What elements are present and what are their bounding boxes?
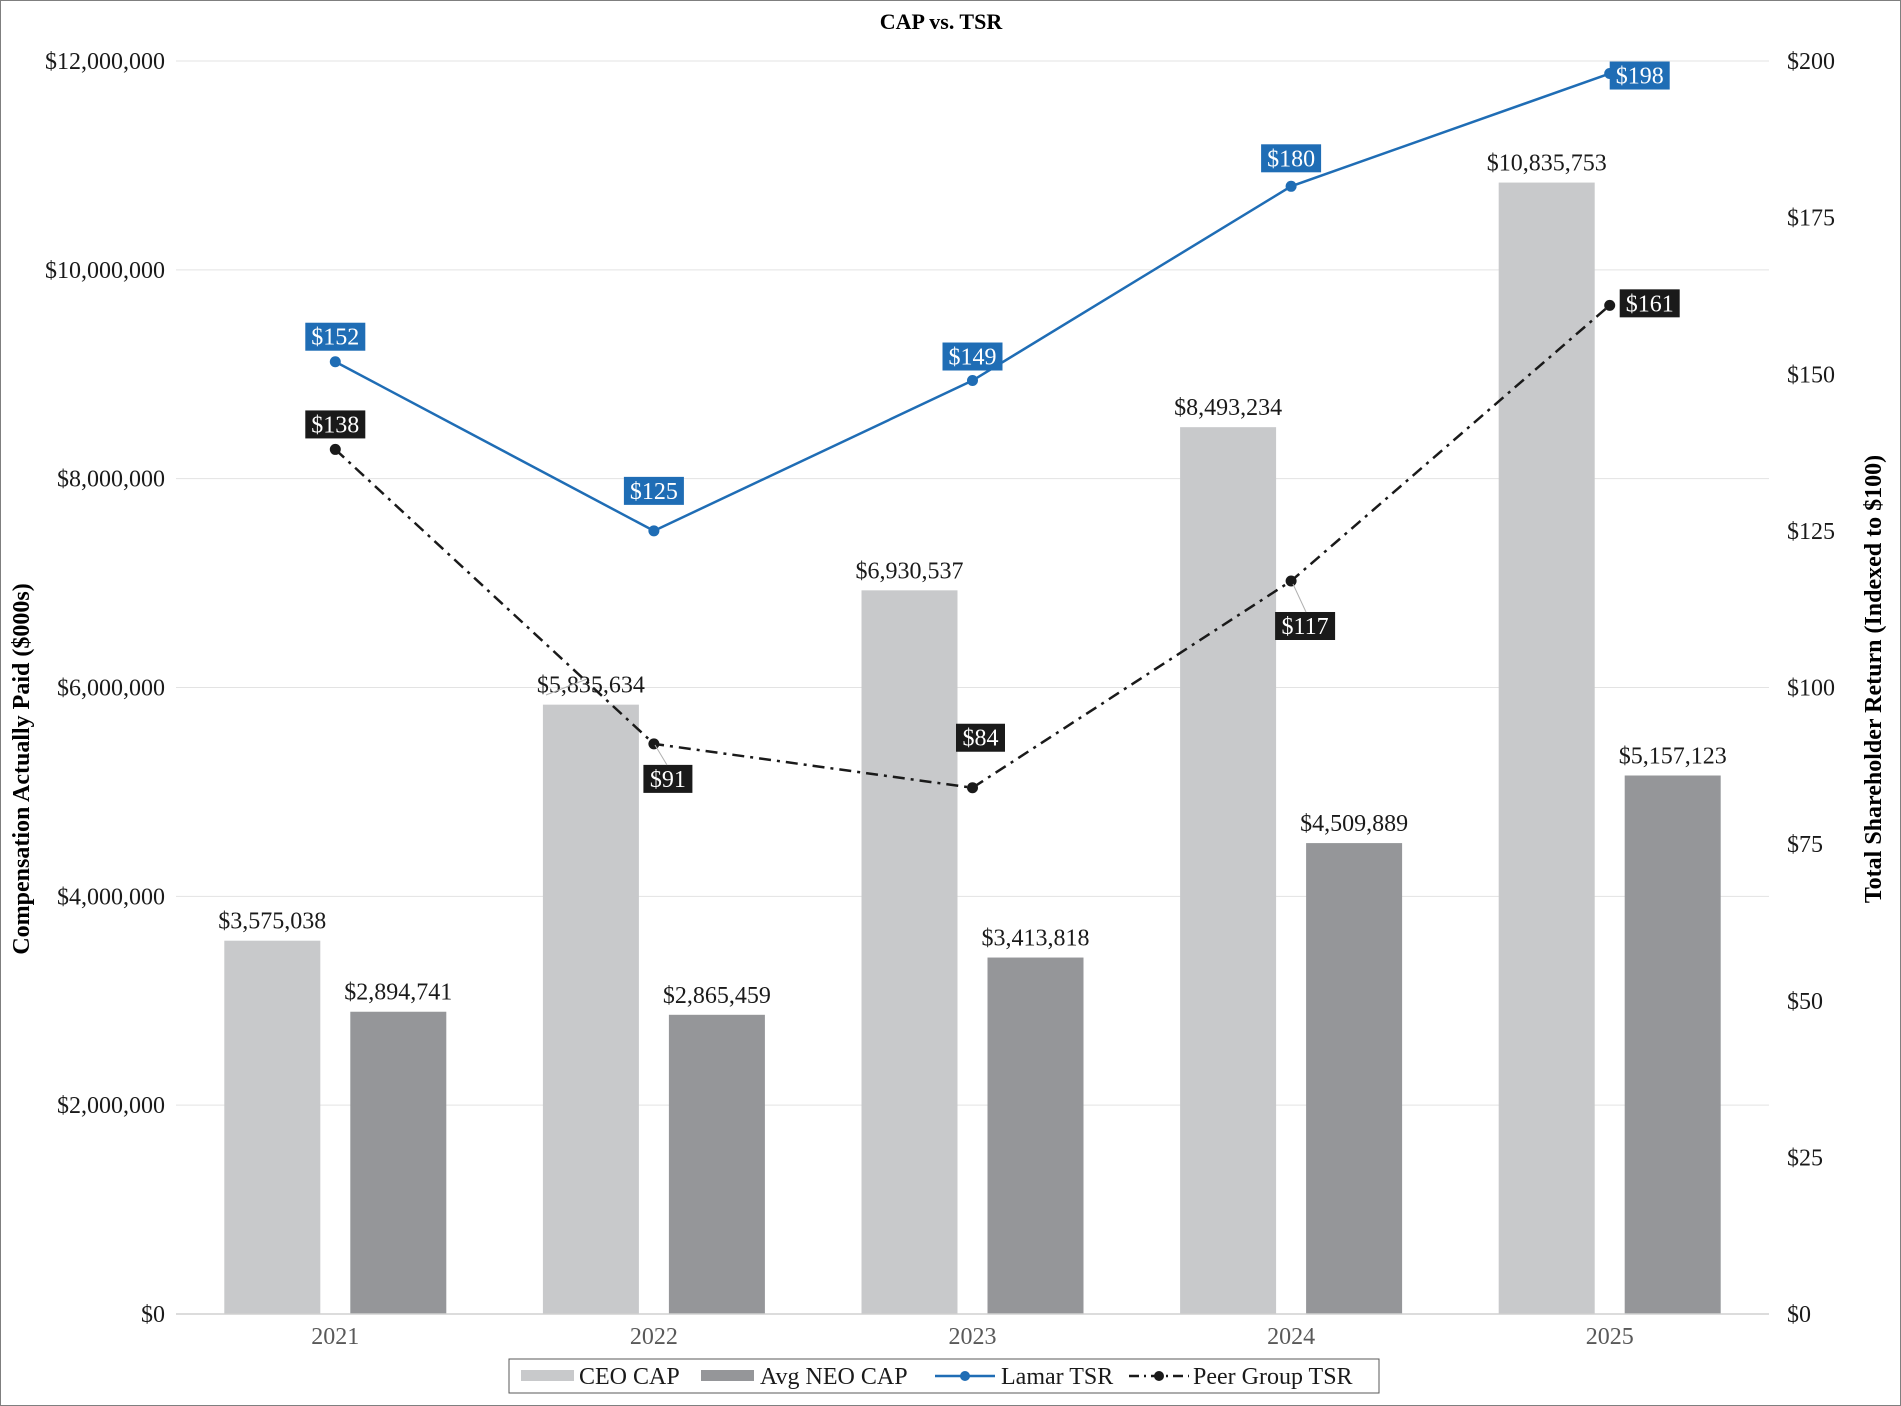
peer-group-tsr-label-box — [643, 764, 693, 793]
peer-group-tsr-label-box — [956, 723, 1005, 752]
peer-group-tsr-label-box — [305, 410, 366, 439]
x-tick-label: 2024 — [1267, 1324, 1315, 1350]
y2-tick-label: $200 — [1787, 49, 1835, 75]
y2-axis-title: Total Shareholder Return (Indexed to $10… — [1861, 455, 1887, 903]
avg-neo-cap-label: $5,157,123 — [1619, 744, 1727, 770]
avg-neo-cap-label: $2,894,741 — [344, 980, 452, 1006]
ceo-cap-bar — [224, 940, 321, 1314]
y-tick-label: $0 — [141, 1302, 165, 1328]
y2-tick-label: $50 — [1787, 989, 1823, 1015]
avg-neo-cap-bar — [350, 1011, 447, 1314]
legend-swatch-avg-neo-cap — [701, 1370, 754, 1381]
ceo-cap-label: $5,835,634 — [537, 673, 645, 699]
avg-neo-cap-label: $4,509,889 — [1300, 811, 1408, 837]
x-tick-label: 2025 — [1586, 1324, 1634, 1350]
chart-title: CAP vs. TSR — [880, 9, 1004, 34]
ceo-cap-label: $10,835,753 — [1487, 151, 1607, 177]
y2-tick-label: $175 — [1787, 206, 1835, 232]
lamar-tsr-label-box — [1261, 144, 1322, 173]
lamar-tsr-point — [1285, 180, 1297, 192]
peer-group-tsr-label-box — [1275, 611, 1336, 640]
legend-marker-peer-group-tsr — [1154, 1371, 1164, 1381]
y-tick-label: $2,000,000 — [57, 1093, 165, 1119]
lamar-tsr-label-box — [1609, 61, 1670, 90]
avg-neo-cap-bar — [1306, 843, 1403, 1314]
legend-label-ceo-cap: CEO CAP — [579, 1364, 680, 1390]
avg-neo-cap-bar — [1624, 775, 1721, 1314]
peer-group-tsr-label: $117 — [1282, 614, 1329, 640]
y2-tick-label: $75 — [1787, 832, 1823, 858]
lamar-tsr-label: $152 — [311, 325, 359, 351]
legend-label-lamar-tsr: Lamar TSR — [1001, 1364, 1113, 1390]
peer-group-tsr-point — [648, 738, 660, 750]
peer-group-tsr-label: $91 — [650, 767, 686, 793]
ceo-cap-label: $3,575,038 — [218, 909, 326, 935]
lamar-tsr-label-box — [623, 476, 684, 505]
lamar-tsr-point — [648, 525, 660, 537]
y2-tick-label: $0 — [1787, 1302, 1811, 1328]
x-tick-label: 2021 — [311, 1324, 359, 1350]
lamar-tsr-point — [329, 356, 341, 368]
legend-swatch-ceo-cap — [521, 1370, 574, 1381]
y2-tick-label: $125 — [1787, 519, 1835, 545]
legend: CEO CAP Avg NEO CAP Lamar TSR Peer Group… — [508, 1358, 1380, 1394]
peer-group-tsr-point — [1285, 575, 1297, 587]
bars — [224, 182, 1721, 1315]
ceo-cap-bar — [1180, 427, 1277, 1315]
y-tick-label: $10,000,000 — [45, 258, 165, 284]
ceo-cap-label: $6,930,537 — [856, 558, 964, 584]
peer-group-tsr-label: $138 — [311, 412, 359, 438]
lamar-tsr-label: $198 — [1616, 64, 1664, 90]
peer-group-tsr-point — [1604, 299, 1616, 311]
avg-neo-cap-bar — [668, 1014, 765, 1314]
y-axis-title: Compensation Actually Paid ($000s) — [9, 583, 35, 954]
lamar-tsr-label-box — [942, 342, 1003, 371]
legend-label-avg-neo-cap: Avg NEO CAP — [760, 1364, 908, 1390]
y2-tick-label: $25 — [1787, 1145, 1823, 1171]
label-leader-line — [545, 678, 588, 696]
lamar-tsr-point — [967, 375, 978, 387]
label-leader-line — [1292, 583, 1307, 613]
lamar-tsr-label-box — [305, 322, 366, 351]
peer-group-tsr-point — [967, 782, 978, 794]
peer-group-tsr-line — [334, 304, 1611, 790]
avg-neo-cap-label: $3,413,818 — [982, 926, 1090, 952]
data-labels: $3,575,038 $5,835,634 $6,930,537 $8,493,234… — [218, 61, 1727, 1009]
y-tick-label: $12,000,000 — [45, 49, 165, 75]
legend-label-peer-group-tsr: Peer Group TSR — [1193, 1364, 1353, 1390]
peer-group-tsr-label: $161 — [1626, 291, 1674, 317]
y-tick-label: $8,000,000 — [57, 467, 165, 493]
tsr-lines — [329, 68, 1616, 794]
lamar-tsr-label: $180 — [1267, 146, 1315, 172]
y-tick-label: $6,000,000 — [57, 676, 165, 702]
peer-group-tsr-point — [329, 443, 341, 455]
ceo-cap-bar — [861, 590, 958, 1314]
x-tick-label: 2022 — [630, 1324, 678, 1350]
axes: $0 $2,000,000 $4,000,000 $6,000,000 $8,000,0… — [45, 49, 1835, 1350]
y2-tick-label: $150 — [1787, 362, 1835, 388]
peer-group-tsr-label-box — [1619, 289, 1680, 318]
avg-neo-cap-label: $2,865,459 — [663, 983, 771, 1009]
lamar-tsr-label: $125 — [630, 479, 678, 505]
ceo-cap-bar — [1498, 182, 1595, 1315]
peer-group-tsr-label: $84 — [963, 726, 999, 752]
lamar-tsr-line — [334, 72, 1611, 533]
legend-marker-lamar-tsr — [960, 1371, 970, 1381]
x-tick-label: 2023 — [949, 1324, 997, 1350]
avg-neo-cap-bar — [987, 957, 1084, 1314]
lamar-tsr-label: $149 — [949, 345, 997, 371]
label-leader-line — [654, 744, 668, 766]
y2-tick-label: $100 — [1787, 676, 1835, 702]
y-tick-label: $4,000,000 — [57, 884, 165, 910]
ceo-cap-label: $8,493,234 — [1174, 395, 1282, 421]
ceo-cap-bar — [542, 704, 639, 1314]
